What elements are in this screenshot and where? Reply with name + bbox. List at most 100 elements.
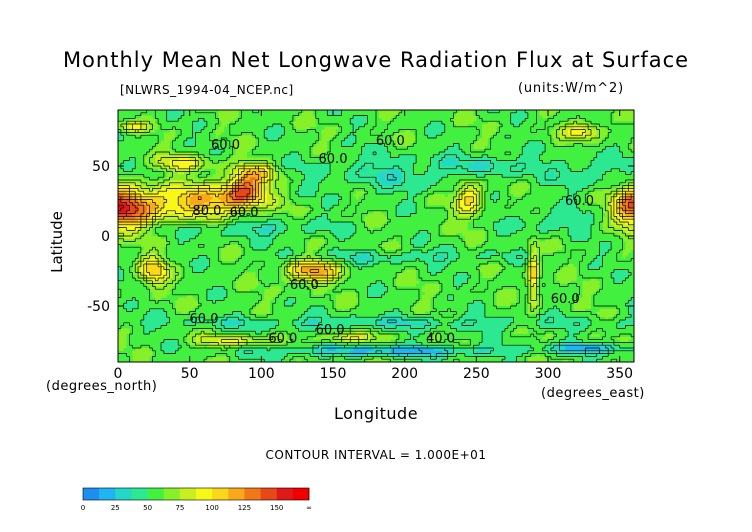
field-cell (269, 124, 274, 128)
field-cell (358, 118, 363, 122)
field-cell (298, 174, 302, 178)
field-cell (178, 177, 182, 181)
field-cell (527, 146, 532, 150)
field-cell (576, 115, 580, 119)
field-cell (161, 135, 165, 139)
field-cell (384, 152, 388, 156)
field-cell (596, 163, 600, 167)
field-cell (396, 152, 400, 156)
field-cell (221, 110, 225, 114)
field-cell (573, 166, 578, 170)
field-cell (195, 112, 199, 116)
field-cell (333, 154, 337, 158)
field-cell (505, 171, 509, 175)
field-cell (226, 160, 231, 164)
field-cell (527, 157, 532, 161)
field-cell (542, 152, 546, 156)
field-cell (530, 132, 535, 136)
field-cell (298, 124, 302, 128)
field-cell (628, 129, 632, 133)
field-cell (487, 182, 492, 186)
field-cell (476, 146, 480, 150)
field-cell (269, 110, 274, 114)
field-cell (599, 146, 603, 150)
field-cell (510, 149, 514, 153)
field-cell (493, 132, 497, 136)
field-cell (321, 132, 325, 136)
field-cell (272, 112, 277, 116)
field-cell (496, 126, 500, 130)
field-cell (307, 157, 311, 161)
field-cell (338, 177, 342, 181)
field-cell (206, 124, 211, 128)
field-cell (330, 171, 334, 175)
field-cell (287, 115, 291, 119)
field-cell (123, 149, 127, 153)
field-cell (473, 182, 477, 186)
field-cell (224, 182, 228, 186)
field-cell (287, 160, 291, 164)
field-cell (324, 177, 328, 181)
field-cell (146, 182, 150, 186)
field-cell (224, 168, 228, 172)
field-cell (398, 182, 403, 186)
field-cell (473, 110, 477, 114)
field-cell (410, 174, 414, 178)
field-cell (527, 166, 532, 170)
field-cell (324, 126, 328, 130)
field-cell (462, 160, 466, 164)
field-cell (204, 140, 208, 144)
field-cell (421, 112, 426, 116)
field-cell (539, 143, 543, 147)
field-cell (169, 132, 173, 136)
field-cell (410, 168, 414, 172)
field-cell (126, 126, 130, 130)
field-cell (324, 160, 328, 164)
field-cell (140, 157, 145, 161)
field-cell (275, 129, 279, 133)
field-cell (261, 157, 265, 161)
field-cell (533, 112, 537, 116)
field-cell (505, 140, 509, 144)
field-cell (327, 140, 331, 144)
field-cell (209, 163, 213, 167)
field-cell (315, 143, 320, 147)
field-cell (453, 180, 457, 184)
field-cell (287, 132, 291, 136)
field-cell (192, 124, 196, 128)
field-cell (416, 132, 420, 136)
field-cell (347, 171, 351, 175)
field-cell (407, 124, 411, 128)
field-cell (161, 160, 165, 164)
field-cell (204, 143, 208, 147)
field-cell (484, 168, 489, 172)
field-cell (419, 135, 423, 139)
field-cell (519, 168, 523, 172)
field-cell (198, 166, 202, 170)
field-cell (596, 177, 600, 181)
field-cell (596, 115, 600, 119)
field-cell (264, 152, 268, 156)
field-cell (218, 152, 222, 156)
field-cell (381, 132, 385, 136)
field-cell (335, 160, 340, 164)
field-cell (602, 171, 606, 175)
field-cell (198, 157, 202, 161)
field-cell (287, 126, 291, 130)
field-cell (502, 171, 506, 175)
field-cell (576, 140, 580, 144)
field-cell (533, 168, 537, 172)
field-cell (599, 110, 603, 114)
field-cell (129, 177, 133, 181)
field-cell (519, 146, 523, 150)
field-cell (579, 154, 583, 158)
field-cell (278, 171, 282, 175)
field-cell (304, 146, 308, 150)
field-cell (175, 132, 179, 136)
field-cell (126, 177, 130, 181)
field-cell (315, 124, 320, 128)
field-cell (292, 177, 297, 181)
field-cell (149, 115, 153, 119)
field-cell (201, 129, 205, 133)
field-cell (444, 163, 449, 167)
